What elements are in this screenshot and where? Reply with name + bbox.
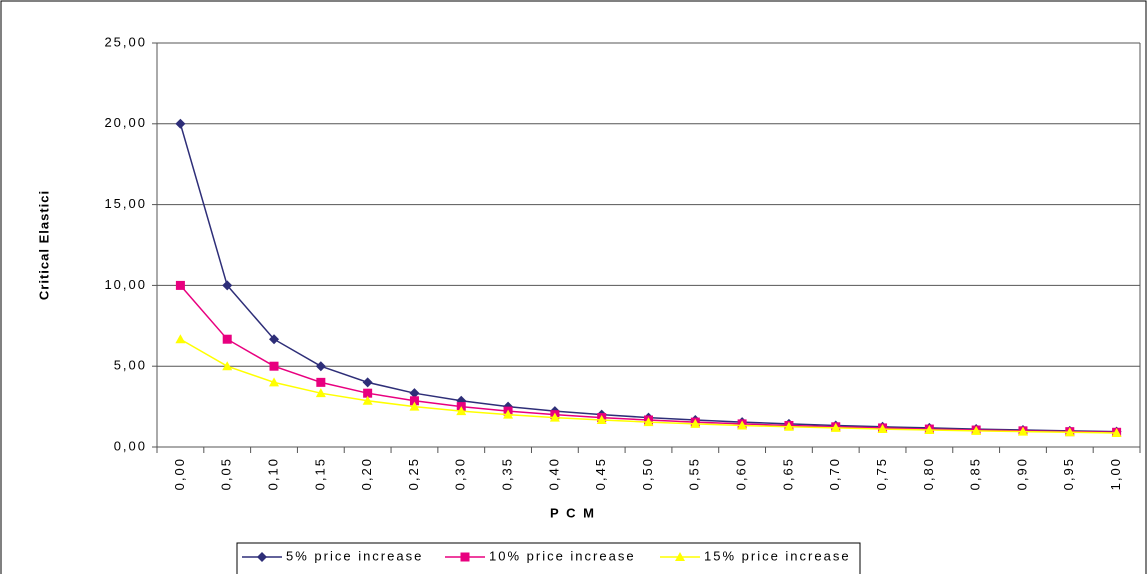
x-tick-label: 0,45 bbox=[593, 457, 608, 490]
marker bbox=[175, 280, 185, 290]
marker bbox=[1017, 426, 1028, 436]
legend-label: 15% price increase bbox=[704, 548, 851, 563]
marker bbox=[175, 118, 186, 129]
y-tick-label: 0,00 bbox=[114, 438, 147, 453]
marker bbox=[830, 422, 841, 432]
marker bbox=[409, 401, 420, 411]
marker bbox=[675, 552, 685, 561]
marker bbox=[257, 552, 267, 562]
marker bbox=[409, 388, 420, 399]
marker bbox=[222, 334, 232, 344]
x-tick-label: 0,70 bbox=[827, 457, 842, 490]
marker bbox=[971, 425, 982, 435]
marker bbox=[222, 361, 233, 371]
x-tick-label: 0,95 bbox=[1061, 457, 1076, 490]
marker bbox=[783, 421, 794, 431]
marker bbox=[269, 377, 280, 387]
x-tick-label: 0,40 bbox=[546, 457, 561, 490]
marker bbox=[222, 280, 233, 291]
marker bbox=[456, 406, 467, 416]
legend-label: 5% price increase bbox=[286, 548, 423, 563]
x-tick-label: 0,35 bbox=[500, 457, 515, 490]
marker bbox=[1064, 427, 1075, 437]
x-tick-label: 0,80 bbox=[921, 457, 936, 490]
y-tick-label: 25,00 bbox=[104, 34, 147, 49]
x-tick-label: 0,55 bbox=[687, 457, 702, 490]
marker bbox=[362, 377, 373, 388]
y-tick-label: 5,00 bbox=[114, 358, 147, 373]
x-tick-label: 0,25 bbox=[406, 457, 421, 490]
marker bbox=[1111, 427, 1122, 437]
marker bbox=[175, 334, 186, 344]
x-tick-label: 0,30 bbox=[453, 457, 468, 490]
x-tick-label: 0,65 bbox=[780, 457, 795, 490]
y-tick-label: 15,00 bbox=[104, 196, 147, 211]
y-axis-label: Critical Elastici bbox=[36, 190, 51, 300]
marker bbox=[460, 552, 470, 562]
x-tick-label: 0,60 bbox=[734, 457, 749, 490]
x-axis-label: P C M bbox=[550, 505, 596, 520]
marker bbox=[269, 361, 279, 371]
x-tick-label: 0,15 bbox=[312, 457, 327, 490]
marker bbox=[409, 396, 419, 406]
marker bbox=[924, 425, 935, 435]
x-tick-label: 0,85 bbox=[968, 457, 983, 490]
x-tick-label: 0,75 bbox=[874, 457, 889, 490]
marker bbox=[315, 388, 326, 398]
marker bbox=[877, 424, 888, 434]
legend-label: 10% price increase bbox=[489, 548, 636, 563]
marker bbox=[549, 412, 560, 422]
legend-box bbox=[236, 542, 861, 574]
marker bbox=[737, 420, 748, 430]
marker bbox=[362, 395, 373, 405]
x-tick-label: 0,20 bbox=[359, 457, 374, 490]
x-tick-label: 1,00 bbox=[1108, 457, 1123, 490]
x-tick-label: 0,05 bbox=[219, 457, 234, 490]
y-tick-label: 10,00 bbox=[104, 277, 147, 292]
marker bbox=[643, 417, 654, 427]
marker bbox=[315, 361, 326, 372]
marker bbox=[690, 418, 701, 428]
x-tick-label: 0,10 bbox=[265, 457, 280, 490]
marker bbox=[316, 377, 326, 387]
marker bbox=[363, 388, 373, 398]
marker bbox=[596, 415, 607, 425]
marker bbox=[269, 334, 280, 345]
y-tick-label: 20,00 bbox=[104, 115, 147, 130]
marker bbox=[503, 409, 514, 419]
x-tick-label: 0,90 bbox=[1014, 457, 1029, 490]
x-tick-label: 0,00 bbox=[172, 457, 187, 490]
x-tick-label: 0,50 bbox=[640, 457, 655, 490]
